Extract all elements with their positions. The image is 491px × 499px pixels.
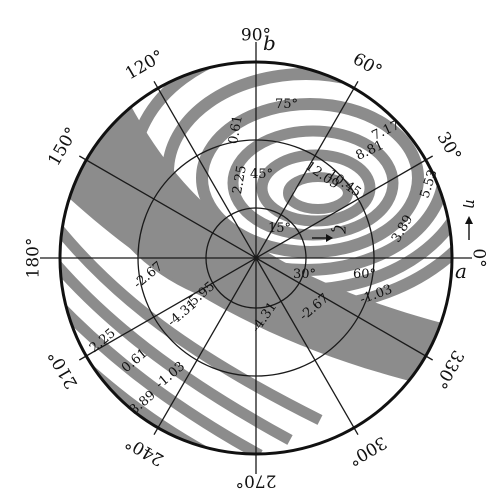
azimuth-radial xyxy=(255,155,433,259)
azimuth-radials xyxy=(40,42,472,474)
azimuth-radial xyxy=(153,257,257,435)
azimuth-radial xyxy=(255,257,433,361)
azimuth-radial xyxy=(79,155,257,259)
azimuth-label: 210° xyxy=(44,347,82,392)
axis-label-zeta: ζ xyxy=(330,225,348,234)
eta-arrowhead xyxy=(465,216,473,224)
azimuth-radial xyxy=(153,81,257,259)
azimuth-label: 240° xyxy=(122,432,167,470)
contour-label: 0.61 xyxy=(226,114,246,145)
azimuth-label: 330° xyxy=(430,347,468,392)
azimuth-label: 120° xyxy=(122,46,167,84)
azimuth-radial xyxy=(255,81,359,259)
elev-label-15: 15° xyxy=(268,221,291,236)
contour-label: 2.25 xyxy=(230,164,250,195)
azimuth-label: 270° xyxy=(236,471,277,491)
azimuth-radial xyxy=(79,257,257,361)
azimuth-radial xyxy=(255,257,359,435)
azimuth-label: 30° xyxy=(432,129,464,165)
azimuth-label: 90° xyxy=(241,26,271,46)
elev-label-75: 75° xyxy=(275,97,298,112)
azimuth-label: 180° xyxy=(24,238,44,279)
azimuth-label: 0° xyxy=(469,248,489,267)
azimuth-label: 150° xyxy=(44,124,82,169)
dark-diagonal-band xyxy=(60,95,452,395)
axis-label-b: b xyxy=(263,31,276,55)
zeta-arrowhead xyxy=(326,234,333,242)
elev-label-45: 45° xyxy=(250,167,273,182)
azimuth-label: 300° xyxy=(345,432,390,470)
axis-label-a: a xyxy=(455,259,467,283)
outer-boundary xyxy=(58,60,454,456)
axis-label-eta: η xyxy=(462,199,480,208)
axis-letters: a b η ζ xyxy=(263,31,480,283)
elev-label-60: 60° xyxy=(353,267,376,282)
elev-label-30: 30° xyxy=(293,267,316,282)
elevation-labels: 15° 30° 45° 60° 75° xyxy=(250,97,376,282)
azimuth-label: 60° xyxy=(349,49,385,81)
